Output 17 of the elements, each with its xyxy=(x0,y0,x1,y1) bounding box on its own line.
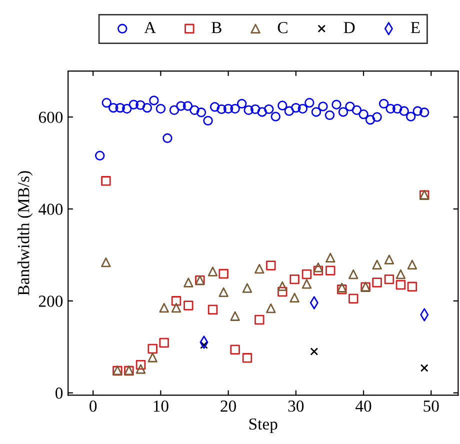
x-tick-label: 40 xyxy=(356,400,372,412)
x-tick-label: 50 xyxy=(424,400,439,412)
x-tick-label: 10 xyxy=(154,400,168,412)
x-tick-label: 30 xyxy=(288,400,304,412)
y-tick-label: 0 xyxy=(56,388,63,399)
legend-label: A xyxy=(144,22,156,34)
x-tick-label: 20 xyxy=(220,400,236,412)
y-tick-label: 200 xyxy=(38,296,63,307)
legend-label: C xyxy=(278,22,288,34)
y-tick-label: 400 xyxy=(38,204,63,215)
legend-label: E xyxy=(410,22,420,34)
legend-label: D xyxy=(344,22,355,34)
y-axis-title: Bandwidth (MB/s) xyxy=(18,171,33,296)
x-axis-title: Step xyxy=(249,418,278,434)
y-tick-label: 600 xyxy=(38,112,63,123)
legend-label: B xyxy=(212,22,222,34)
x-tick-label: 0 xyxy=(90,400,97,412)
